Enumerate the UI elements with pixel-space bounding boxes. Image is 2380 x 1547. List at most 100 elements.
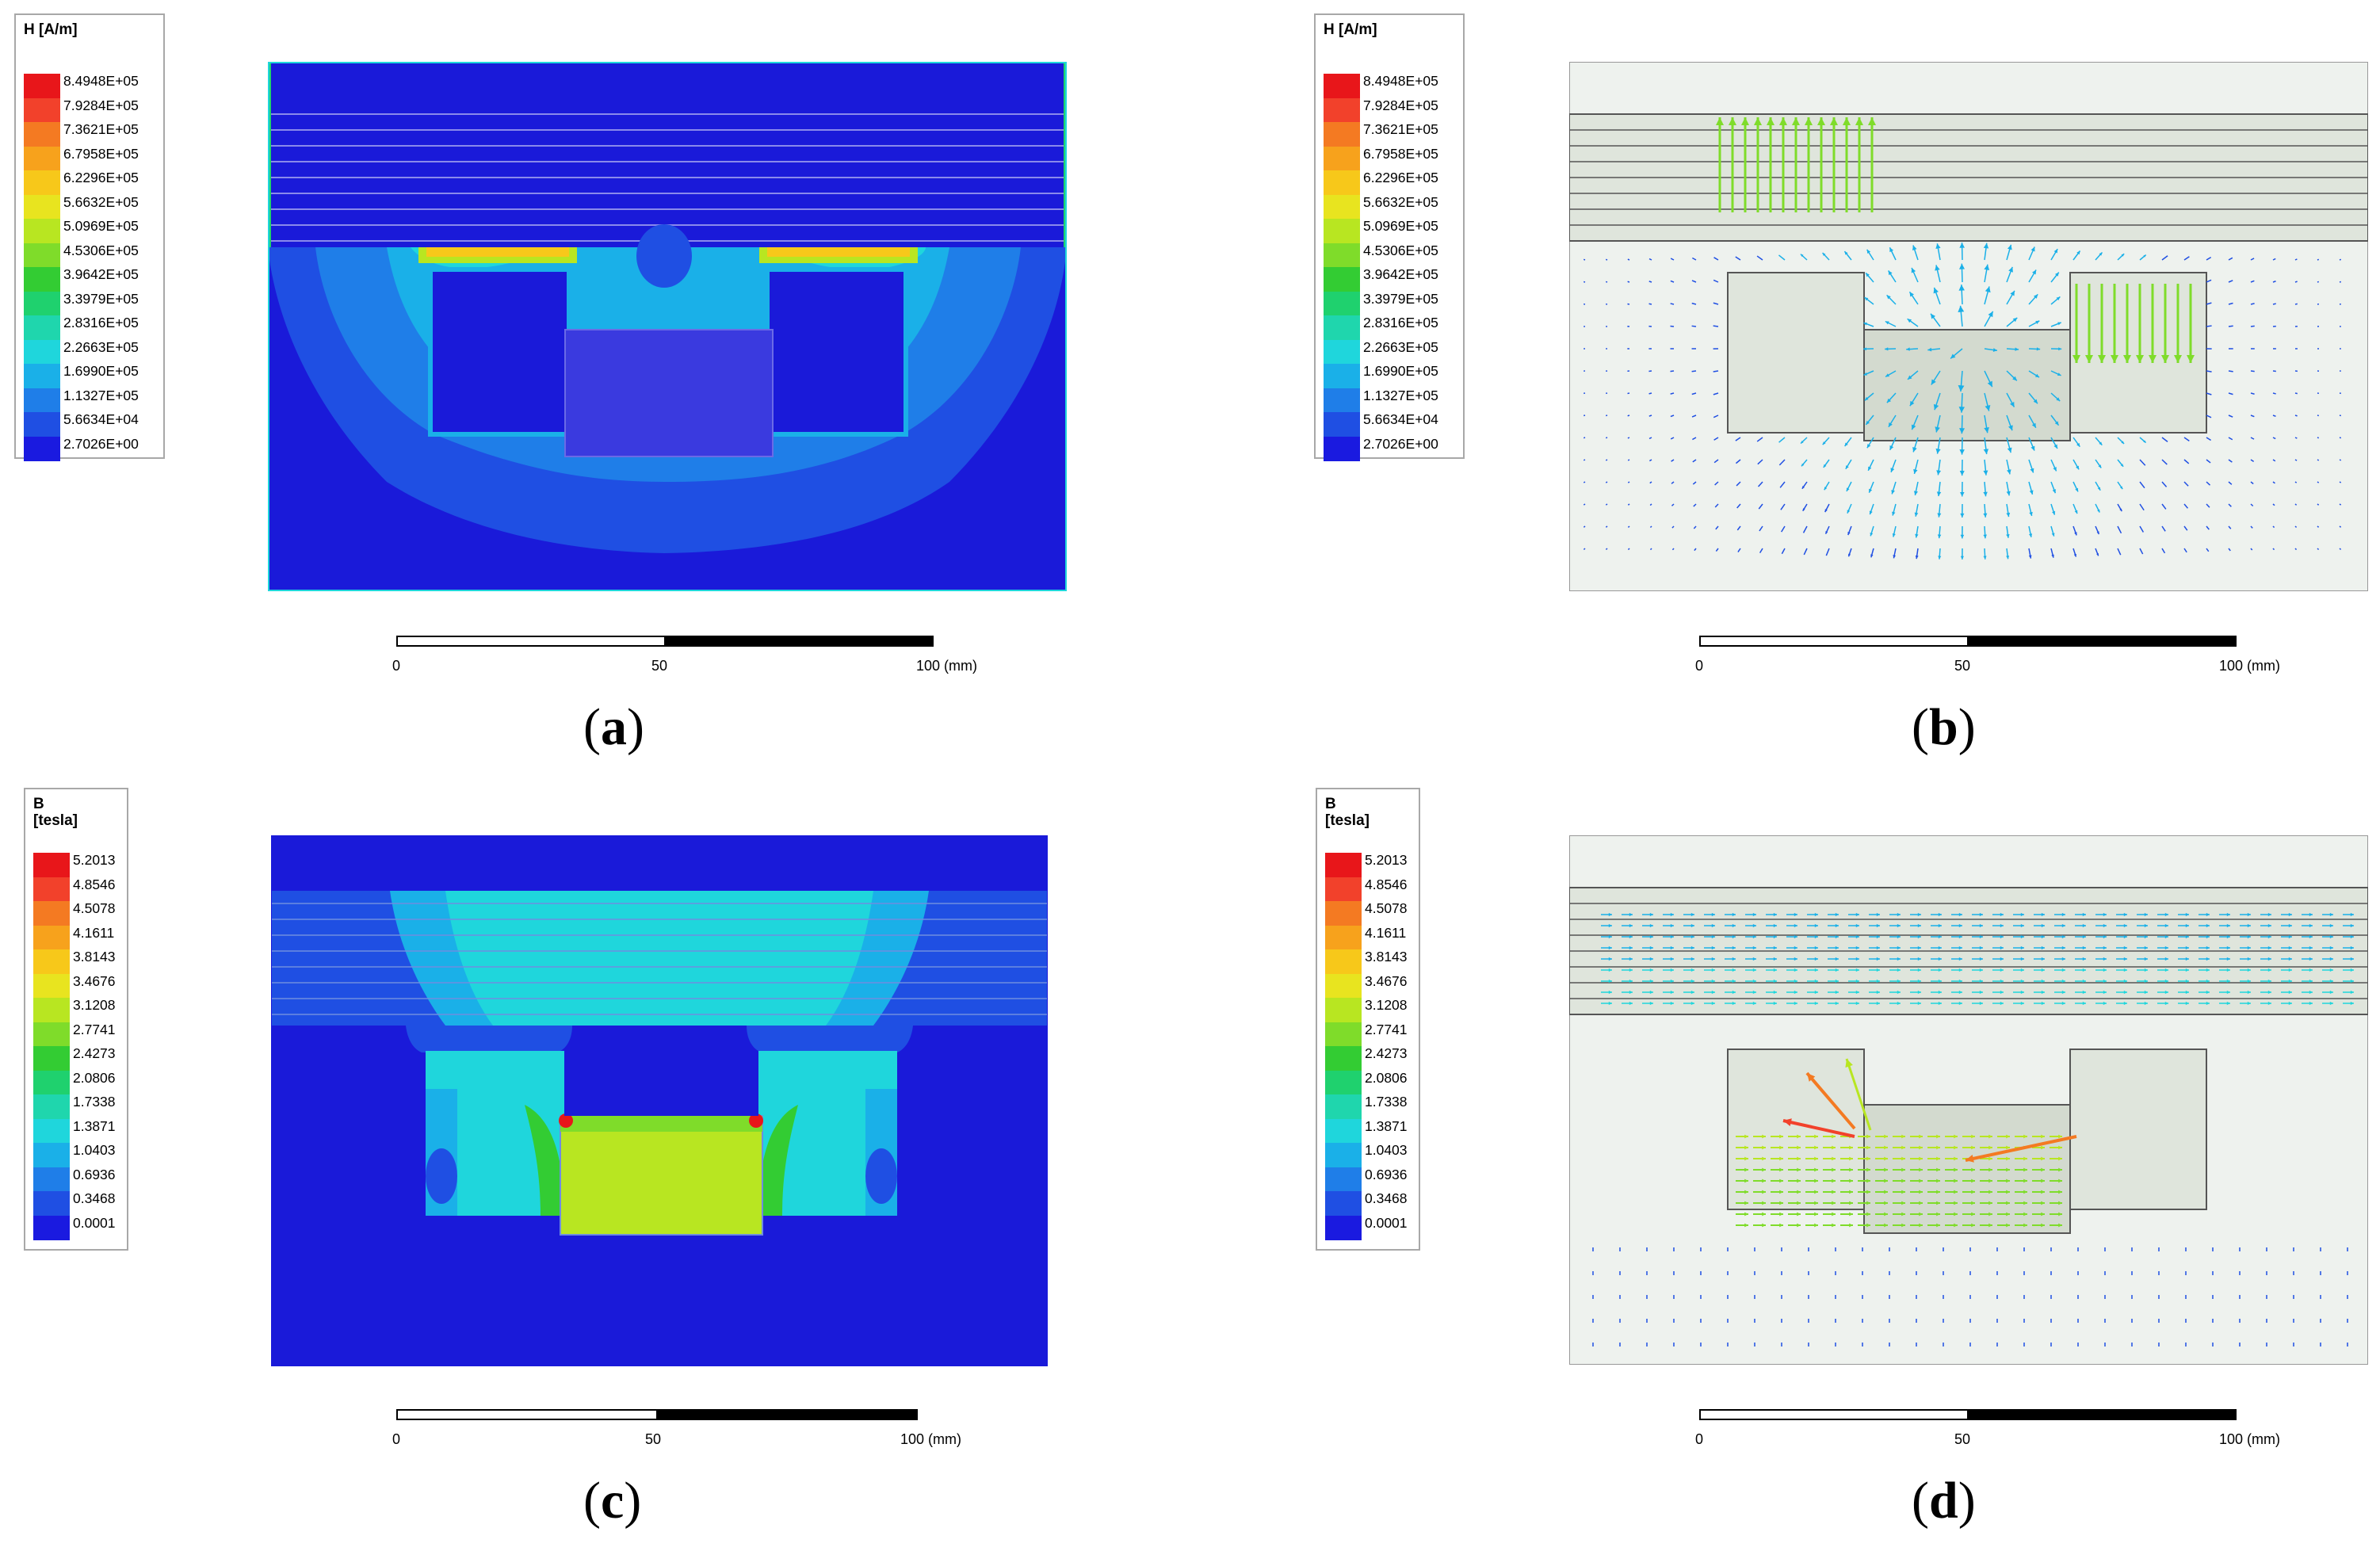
vector-arrowhead (1958, 934, 1962, 939)
vector-arrowhead (1744, 1167, 1748, 1172)
vector-arrowhead (2309, 990, 2313, 995)
vector-arrowhead (2185, 968, 2189, 972)
vector-arrow (1648, 392, 1652, 395)
vector-arrowhead (1988, 1178, 1992, 1183)
legend-swatch (1324, 122, 1360, 147)
vector-arrowhead (2144, 1001, 2148, 1006)
vector-arrowhead (1732, 957, 1736, 961)
vector-arrowhead (1971, 1212, 1975, 1217)
vector-arrowhead (1937, 513, 1942, 518)
vector-arrowhead (1729, 117, 1736, 125)
vector-arrowhead (1868, 466, 1872, 471)
vector-arrowhead (1649, 957, 1653, 961)
vector-arrow (2228, 392, 2233, 395)
vector-arrowhead (2000, 979, 2004, 984)
vector-arrowhead (2123, 945, 2127, 950)
vector-arrowhead (2123, 957, 2127, 961)
legend-value: 1.7338 (73, 1094, 116, 1110)
vector-arrow (2339, 437, 2342, 439)
vector-arrow (2272, 459, 2276, 462)
legend-swatch (1324, 388, 1360, 413)
vector-arrow (2339, 481, 2342, 483)
vector-arrowhead (2247, 968, 2251, 972)
vector-arrowhead (1847, 532, 1851, 536)
vector-arrowhead (2041, 1201, 2045, 1205)
vector-arrow (1583, 414, 1586, 417)
vector-arrow (2339, 548, 2342, 550)
legend-swatch (24, 146, 60, 171)
vector-arrow (1691, 392, 1697, 395)
vector-arrowhead (1876, 945, 1880, 950)
vector-arrowhead (1835, 912, 1839, 917)
vector-arrowhead (2121, 441, 2125, 444)
vector-arrowhead (2329, 934, 2333, 939)
vector-arrowhead (1958, 968, 1962, 972)
vector-arrowhead (2000, 923, 2004, 928)
vector-arrowhead (1988, 1156, 1992, 1161)
vector-arrowhead (2288, 912, 2292, 917)
vector-arrowhead (1762, 1145, 1766, 1150)
vector-arrow (2250, 503, 2254, 507)
vector-arrow (2161, 548, 2166, 554)
legend-swatch (1324, 267, 1360, 292)
vector-arrowhead (1979, 990, 1983, 995)
vector-arrow (1778, 437, 1786, 443)
legend-value: 0.0001 (73, 1214, 116, 1231)
vector-arrow (2339, 258, 2342, 261)
vector-arrowhead (1814, 1190, 1818, 1194)
scale-bar: 0 50 100 (mm) (1695, 1409, 2280, 1447)
legend-title: H [A/m] (24, 21, 78, 38)
vector-arrowhead (2309, 1001, 2313, 1006)
vector-arrowhead (1855, 968, 1859, 972)
vector-arrowhead (2329, 945, 2333, 950)
panel-a: H [A/m] 8.4948E+05 7.9284E+05 7.3621E+05 6.… (0, 0, 1190, 774)
vector-arrowhead (1954, 1178, 1958, 1183)
vector-arrowhead (2288, 945, 2292, 950)
legend-value: 2.7026E+00 (1363, 435, 1438, 452)
vector-arrowhead (1892, 511, 1896, 516)
vector-arrowhead (2007, 469, 2011, 475)
vector-arrow (2250, 481, 2254, 485)
legend-swatch (1325, 998, 1362, 1022)
vector-arrowhead (1936, 1212, 1940, 1217)
legend-value: 2.4273 (1365, 1045, 1408, 1061)
caption: (b) (1912, 698, 1976, 756)
vector-arrow (2294, 481, 2298, 483)
vector-arrowhead (1954, 1145, 1958, 1150)
vector-arrow (1757, 459, 1763, 465)
vector-arrow (2228, 325, 2233, 327)
vector-arrowhead (2007, 244, 2012, 250)
vector-arrowhead (2041, 957, 2045, 961)
panel-d: B [tesla] 5.2013 4.8546 4.5078 4.1611 3.8143… (1300, 774, 2380, 1547)
vector-arrowhead (1814, 1201, 1818, 1205)
vector-arrowhead (2012, 376, 2017, 381)
vector-arrowhead (2350, 957, 2354, 961)
vector-arrowhead (2006, 1156, 2010, 1161)
legend-value: 8.4948E+05 (1363, 73, 1438, 89)
scale-label-100: 100 (mm) (2219, 658, 2281, 674)
vector-arrowhead (2058, 1212, 2062, 1217)
vector-field (1592, 912, 2354, 1346)
legend-value: 6.7958E+05 (1363, 145, 1438, 162)
vector-arrowhead (2082, 968, 2086, 972)
legend-value: 1.6990E+05 (63, 363, 139, 379)
vector-arrowhead (1901, 1167, 1905, 1172)
legend-value: 7.3621E+05 (63, 121, 139, 137)
vector-arrowhead (2144, 979, 2148, 984)
vector-arrow (2339, 525, 2342, 528)
vector-arrowhead (1919, 1145, 1923, 1150)
vector-arrowhead (2185, 912, 2189, 917)
vector-arrowhead (2035, 320, 2040, 324)
vector-arrowhead (2288, 1001, 2292, 1006)
vector-arrow (1648, 258, 1652, 261)
vector-arrowhead (2267, 979, 2271, 984)
vector-arrowhead (1732, 934, 1736, 939)
vector-arrowhead (2350, 979, 2354, 984)
vector-arrowhead (1936, 1156, 1940, 1161)
vector-arrowhead (1869, 488, 1873, 493)
vector-arrow (1583, 258, 1586, 261)
legend-swatch (24, 291, 60, 316)
vector-arrowhead (1960, 556, 1964, 560)
vector-arrowhead (2041, 945, 2045, 950)
vector-arrow (1691, 257, 1697, 261)
